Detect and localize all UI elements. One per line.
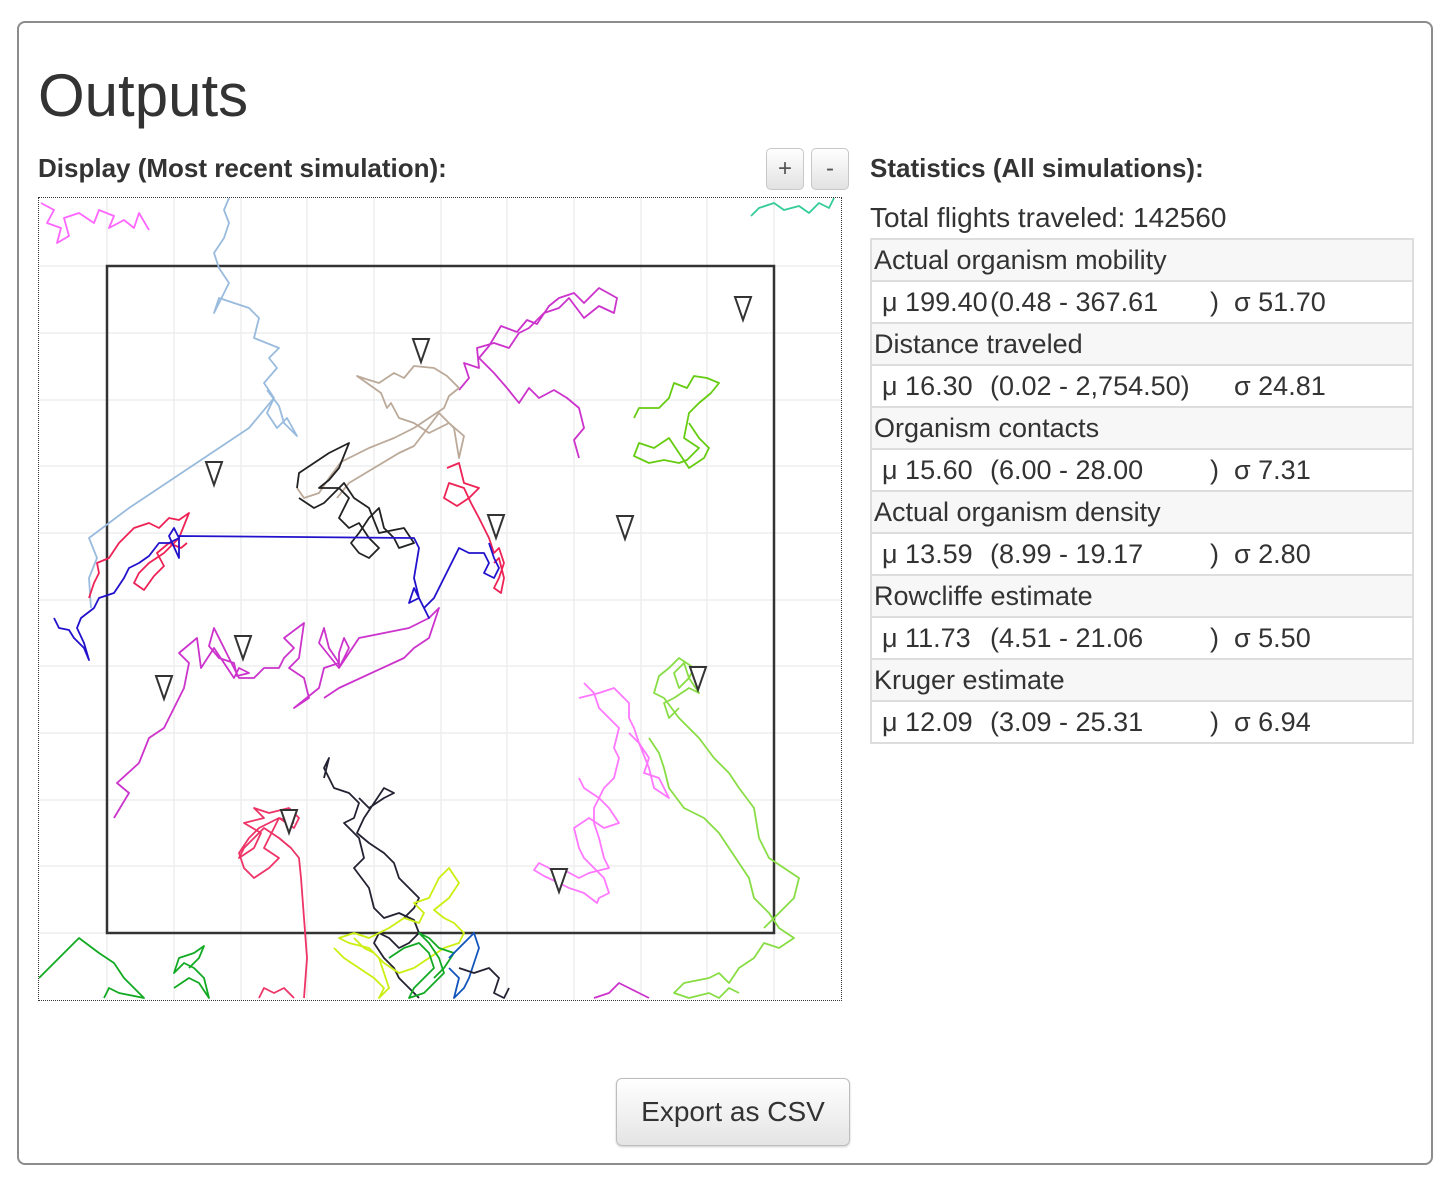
simulation-canvas xyxy=(39,198,841,1000)
organism-path xyxy=(458,287,618,459)
stat-range-close: ) xyxy=(1210,707,1219,737)
camera-trap-icon xyxy=(486,514,506,542)
zoom-in-button[interactable]: + xyxy=(766,148,804,190)
organism-path xyxy=(578,687,670,799)
stat-name: Actual organism density xyxy=(870,490,1414,534)
stat-range-close: ) xyxy=(1210,455,1219,485)
camera-trap-icon xyxy=(549,868,569,896)
export-csv-button[interactable]: Export as CSV xyxy=(616,1078,850,1146)
stat-values: μ 11.73 (4.51 - 21.06 ) σ 5.50 xyxy=(870,616,1414,660)
organism-path xyxy=(296,365,465,499)
camera-trap-icon xyxy=(411,338,431,366)
stat-range-close: ) xyxy=(1210,623,1219,653)
stat-mean: μ 13.59 xyxy=(882,539,973,569)
stat-range-close: ) xyxy=(1210,539,1219,569)
organism-path xyxy=(39,937,145,999)
organism-path xyxy=(323,757,420,999)
simulation-display[interactable] xyxy=(38,197,842,1001)
stat-range: (0.48 - 367.61 xyxy=(990,287,1159,317)
organism-path xyxy=(173,945,210,999)
zoom-out-button[interactable]: - xyxy=(811,148,849,190)
stat-name: Distance traveled xyxy=(870,322,1414,366)
page-title: Outputs xyxy=(38,62,249,129)
display-label: Display (Most recent simulation): xyxy=(38,153,447,183)
camera-trap-icon xyxy=(233,635,253,663)
stat-range: (8.99 - 19.17 xyxy=(990,539,1144,569)
organism-path xyxy=(266,389,298,437)
organism-path xyxy=(448,932,480,999)
stat-values: μ 199.40 (0.48 - 367.61 ) σ 51.70 xyxy=(870,280,1414,324)
organism-path xyxy=(356,787,420,919)
organism-path xyxy=(533,682,620,904)
stat-values: μ 13.59 (8.99 - 19.17 ) σ 2.80 xyxy=(870,532,1414,576)
organism-path xyxy=(443,462,505,594)
organism-path xyxy=(750,198,835,217)
grid-lines xyxy=(39,198,841,1000)
organism-path xyxy=(53,527,500,661)
organism-path xyxy=(653,657,800,929)
stat-range: (3.09 - 25.31 xyxy=(990,707,1144,737)
organism-path xyxy=(258,987,295,999)
stat-name: Organism contacts xyxy=(870,406,1414,450)
organism-path xyxy=(633,375,720,469)
stat-mean: μ 12.09 xyxy=(882,707,973,737)
organism-path xyxy=(593,982,650,999)
camera-trap-icon xyxy=(615,515,635,543)
stat-range-close xyxy=(1210,366,1234,406)
total-flights-text: Total flights traveled: 142560 xyxy=(870,202,1227,233)
organism-path xyxy=(88,198,280,609)
stat-mean: μ 15.60 xyxy=(882,455,973,485)
stat-mean: μ 199.40 xyxy=(882,287,988,317)
organism-path xyxy=(458,967,510,999)
organism-path xyxy=(648,737,795,999)
camera-trap-icon xyxy=(279,809,299,837)
organism-path xyxy=(333,867,465,999)
stat-sigma: σ 7.31 xyxy=(1234,455,1311,485)
organism-path xyxy=(113,607,440,819)
stat-mean: μ 16.30 xyxy=(882,371,973,401)
camera-trap-icon xyxy=(154,675,174,703)
stat-range: (0.02 - 2,754.50) xyxy=(990,371,1190,401)
organism-path xyxy=(238,807,308,999)
stat-name: Actual organism mobility xyxy=(870,238,1414,282)
stat-sigma: σ 6.94 xyxy=(1234,707,1311,737)
stat-sigma: σ 2.80 xyxy=(1234,539,1311,569)
stat-values: μ 16.30 (0.02 - 2,754.50) σ 24.81 xyxy=(870,364,1414,408)
stat-range: (6.00 - 28.00 xyxy=(990,455,1144,485)
stat-sigma: σ 51.70 xyxy=(1234,287,1326,317)
stat-name: Kruger estimate xyxy=(870,658,1414,702)
organism-path xyxy=(296,442,415,559)
statistics-label: Statistics (All simulations): xyxy=(870,153,1204,183)
stat-mean: μ 11.73 xyxy=(882,623,971,653)
camera-traps xyxy=(154,296,753,896)
stat-values: μ 12.09 (3.09 - 25.31 ) σ 6.94 xyxy=(870,700,1414,744)
stat-range: (4.51 - 21.06 xyxy=(990,623,1144,653)
statistics-table: Actual organism mobility μ 199.40 (0.48 … xyxy=(870,238,1414,744)
camera-trap-icon xyxy=(733,296,753,324)
stat-sigma: σ 24.81 xyxy=(1234,371,1326,401)
stat-name: Rowcliffe estimate xyxy=(870,574,1414,618)
camera-trap-icon xyxy=(688,666,708,694)
organism-path xyxy=(40,202,150,244)
stat-range-close: ) xyxy=(1210,287,1219,317)
study-area-boundary xyxy=(105,264,776,935)
organism-path xyxy=(88,512,190,599)
stat-sigma: σ 5.50 xyxy=(1234,623,1311,653)
camera-trap-icon xyxy=(204,461,224,489)
organism-path xyxy=(388,932,455,999)
stat-values: μ 15.60 (6.00 - 28.00 ) σ 7.31 xyxy=(870,448,1414,492)
